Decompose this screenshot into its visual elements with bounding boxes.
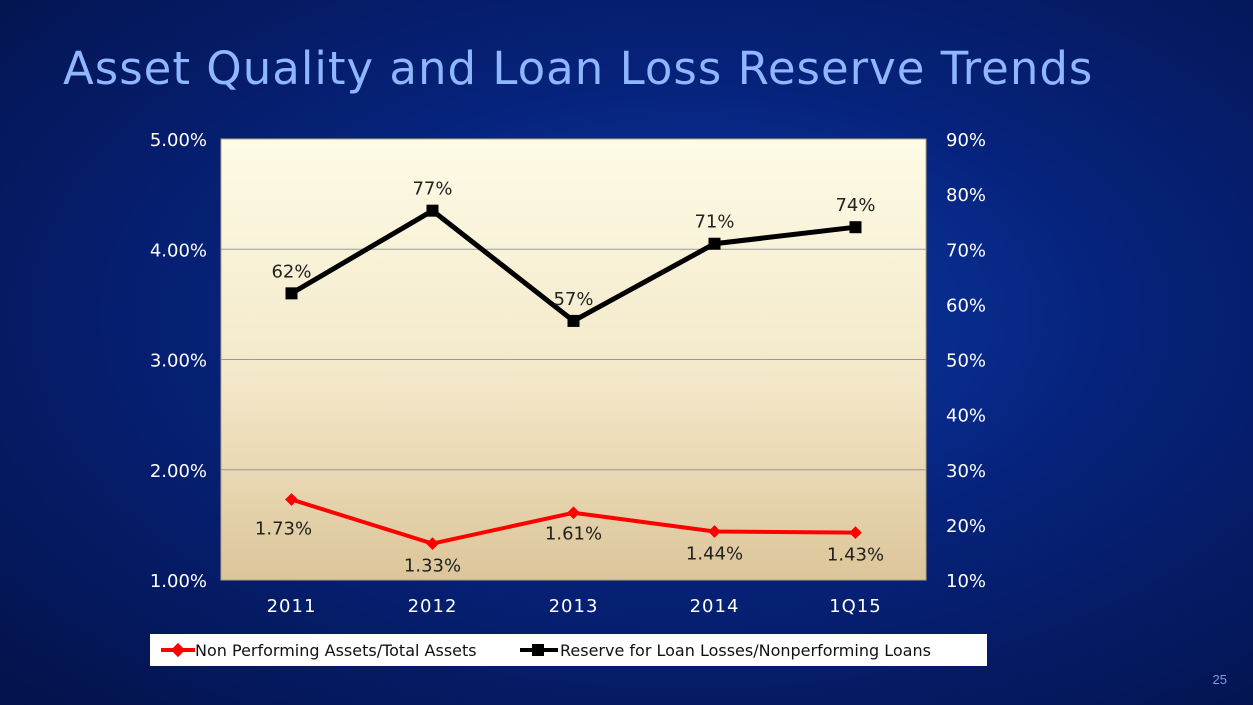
point-reserve bbox=[285, 287, 298, 300]
data-label-npa: 1.33% bbox=[404, 556, 461, 577]
point-reserve bbox=[849, 221, 862, 234]
data-label-reserve: 74% bbox=[835, 195, 875, 216]
data-label-reserve: 62% bbox=[271, 261, 311, 282]
x-tick-label: 2012 bbox=[408, 596, 458, 617]
y-right-tick-label: 20% bbox=[946, 516, 986, 537]
data-label-npa: 1.73% bbox=[255, 519, 312, 540]
y-right-tick-label: 80% bbox=[946, 185, 986, 206]
legend-marker-reserve bbox=[532, 644, 544, 656]
x-tick-label: 2014 bbox=[690, 596, 740, 617]
x-tick-label: 1Q15 bbox=[829, 596, 882, 617]
y-right-tick-label: 90% bbox=[946, 130, 986, 151]
y-left-tick-label: 5.00% bbox=[150, 130, 207, 151]
y-left-tick-label: 4.00% bbox=[150, 240, 207, 261]
y-right-tick-label: 10% bbox=[946, 571, 986, 592]
page-number: 25 bbox=[1212, 672, 1227, 687]
y-left-tick-label: 2.00% bbox=[150, 461, 207, 482]
y-right-tick-label: 40% bbox=[946, 406, 986, 427]
y-right-tick-label: 50% bbox=[946, 351, 986, 372]
y-left-tick-label: 1.00% bbox=[150, 571, 207, 592]
point-reserve bbox=[567, 314, 580, 327]
legend-label-npa: Non Performing Assets/Total Assets bbox=[195, 641, 477, 660]
y-right-tick-label: 70% bbox=[946, 240, 986, 261]
data-label-npa: 1.43% bbox=[827, 545, 884, 566]
point-npa bbox=[285, 493, 298, 506]
data-label-npa: 1.44% bbox=[686, 543, 743, 564]
y-right-tick-label: 30% bbox=[946, 461, 986, 482]
data-label-reserve: 71% bbox=[694, 212, 734, 233]
x-tick-label: 2013 bbox=[549, 596, 599, 617]
slide-title: Asset Quality and Loan Loss Reserve Tren… bbox=[63, 42, 1094, 95]
legend-box bbox=[150, 634, 987, 666]
legend-label-reserve: Reserve for Loan Losses/Nonperforming Lo… bbox=[560, 641, 931, 660]
y-left-tick-label: 3.00% bbox=[150, 351, 207, 372]
data-label-reserve: 77% bbox=[412, 179, 452, 200]
data-label-npa: 1.61% bbox=[545, 524, 602, 545]
legend-marker-npa bbox=[170, 642, 186, 658]
legend: Non Performing Assets/Total Assets Reser… bbox=[150, 634, 987, 666]
x-tick-label: 2011 bbox=[267, 596, 317, 617]
data-label-reserve: 57% bbox=[553, 289, 593, 310]
y-right-tick-label: 60% bbox=[946, 295, 986, 316]
point-reserve bbox=[426, 204, 439, 217]
point-reserve bbox=[708, 237, 721, 250]
